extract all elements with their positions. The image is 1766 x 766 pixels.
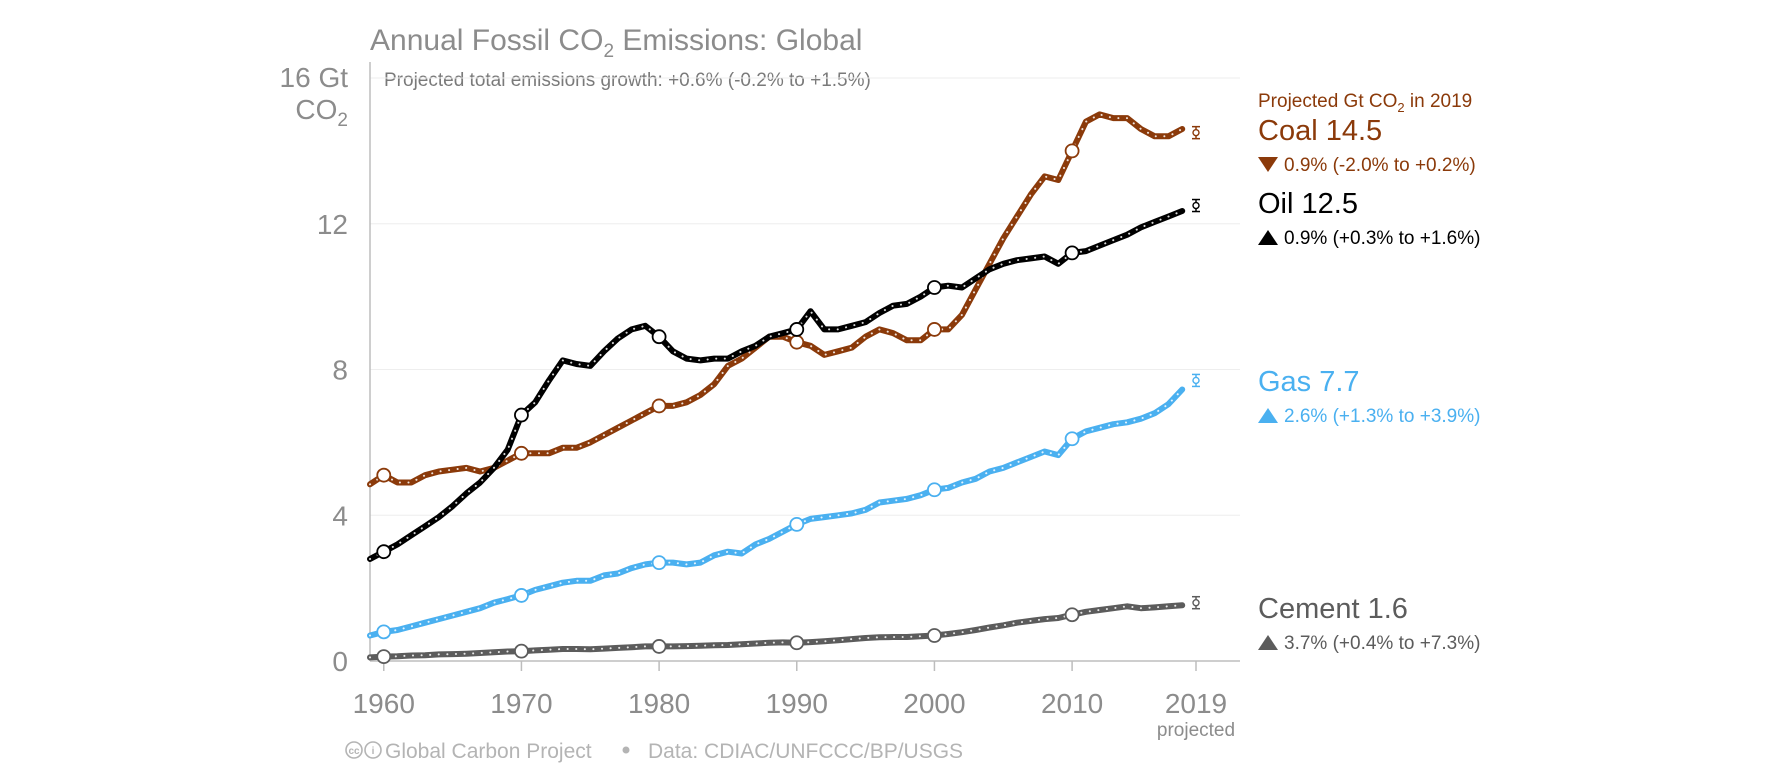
projection-point-gas	[1192, 376, 1200, 385]
series-line-coal	[367, 111, 1186, 488]
data-point-cement	[376, 649, 392, 665]
legend-item-oil: Oil 12.5 0.9% (+0.3% to +1.6%)	[1258, 188, 1480, 249]
series-dots-gas	[369, 388, 1184, 637]
legend-item-cement: Cement 1.6 3.7% (+0.4% to +7.3%)	[1258, 593, 1480, 654]
legend-title-coal: Coal 14.5	[1258, 115, 1382, 147]
legend-growth-coal: 0.9% (-2.0% to +0.2%)	[1284, 155, 1476, 176]
series-cement	[367, 595, 1200, 665]
data-point-cement	[1064, 607, 1080, 623]
footer-data-source: Data: CDIAC/UNFCCC/BP/USGS	[648, 740, 963, 763]
data-point-oil	[927, 280, 942, 295]
legend-title-gas: Gas 7.7	[1258, 366, 1360, 398]
svg-text:i: i	[372, 746, 375, 757]
chart-subtitle: Projected total emissions growth: +0.6% …	[384, 70, 871, 91]
data-point-coal	[651, 398, 667, 414]
projection-point-cement	[1192, 599, 1200, 607]
data-point-coal	[514, 445, 529, 461]
footer-separator-dot	[622, 746, 630, 754]
y-unit-label-line2: CO2	[295, 94, 348, 131]
x-tick-label: 1960	[353, 688, 415, 719]
projection-point-oil	[1192, 201, 1200, 210]
series-layer	[367, 111, 1200, 665]
data-point-coal	[927, 322, 942, 337]
data-point-gas	[514, 588, 529, 603]
legend-title-cement: Cement 1.6	[1258, 593, 1408, 625]
series-coal	[367, 111, 1200, 488]
triangle-up-icon	[1258, 635, 1278, 650]
series-dots-cement	[369, 604, 1184, 659]
legend-growth-gas: 2.6% (+1.3% to +3.9%)	[1284, 406, 1480, 427]
y-tick-label: 12	[317, 209, 348, 240]
x-tick-label: 1980	[628, 688, 690, 719]
x-tick-label: 2000	[903, 688, 965, 719]
svg-text:cc: cc	[348, 746, 360, 757]
series-line-oil	[367, 208, 1186, 562]
data-point-gas	[927, 482, 942, 498]
y-tick-label: 4	[332, 500, 348, 531]
axes: 0 4 8 12 1960 1970 1980 1990 2000 2010 2019	[317, 62, 1240, 719]
data-point-oil	[514, 407, 529, 423]
footer: cc i Global Carbon Project Data: CDIAC/U…	[345, 740, 963, 763]
legend: Projected Gt CO2 in 2019 Coal 14.5 0.9% (…	[1258, 91, 1480, 654]
projected-label: projected	[1157, 720, 1235, 741]
data-point-coal	[1064, 143, 1080, 159]
legend-item-coal: Coal 14.5 0.9% (-2.0% to +0.2%)	[1258, 115, 1476, 176]
legend-header: Projected Gt CO2 in 2019	[1258, 91, 1472, 115]
data-point-cement	[927, 628, 942, 643]
series-gas	[367, 373, 1200, 640]
data-point-oil	[651, 329, 667, 345]
data-point-cement	[651, 639, 667, 654]
footer-org: Global Carbon Project	[385, 740, 592, 763]
series-line-cement	[367, 602, 1186, 661]
x-tick-label: 1970	[490, 688, 552, 719]
x-tick-label: 2010	[1041, 688, 1103, 719]
y-tick-label: 8	[332, 355, 348, 386]
series-line-gas	[367, 386, 1186, 639]
legend-title-oil: Oil 12.5	[1258, 188, 1358, 220]
data-point-gas	[789, 516, 805, 532]
triangle-up-icon	[1258, 408, 1278, 423]
x-tick-label: 1990	[766, 688, 828, 719]
series-oil	[367, 198, 1200, 562]
legend-growth-cement: 3.7% (+0.4% to +7.3%)	[1284, 633, 1480, 654]
chart-title: Annual Fossil CO2 Emissions: Global	[370, 24, 862, 62]
data-point-oil	[376, 544, 392, 560]
projection-point-coal	[1192, 128, 1200, 137]
legend-item-gas: Gas 7.7 2.6% (+1.3% to +3.9%)	[1258, 366, 1480, 427]
cc-license-icon: cc i	[345, 741, 382, 759]
data-point-gas	[376, 624, 392, 640]
data-point-cement	[789, 635, 805, 651]
y-tick-label: 0	[332, 646, 348, 677]
data-point-oil	[789, 322, 805, 337]
data-point-coal	[789, 334, 805, 350]
legend-growth-oil: 0.9% (+0.3% to +1.6%)	[1284, 228, 1480, 249]
data-point-coal	[376, 467, 392, 483]
triangle-down-icon	[1258, 157, 1278, 172]
triangle-up-icon	[1258, 230, 1278, 245]
data-point-oil	[1064, 245, 1080, 261]
data-point-gas	[1064, 431, 1080, 447]
data-point-gas	[651, 555, 667, 571]
series-dots-coal	[369, 113, 1184, 486]
gridlines	[370, 77, 1240, 516]
x-tick-label: 2019	[1165, 688, 1227, 719]
y-unit-label-line1: 16 Gt	[280, 62, 349, 93]
data-point-cement	[514, 643, 529, 659]
